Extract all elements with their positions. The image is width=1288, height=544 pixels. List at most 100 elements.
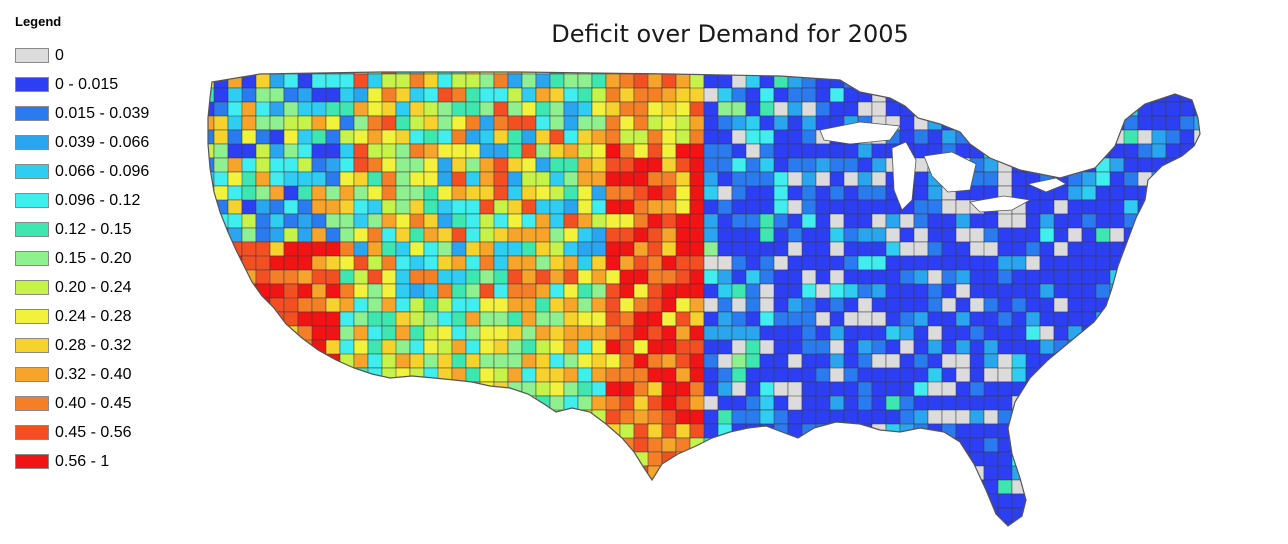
county-cell[interactable] [213, 465, 229, 481]
county-cell[interactable] [297, 367, 327, 383]
county-cell[interactable] [955, 507, 971, 523]
county-cell[interactable] [1236, 480, 1250, 494]
county-cell[interactable] [619, 409, 635, 425]
county-cell[interactable] [1151, 311, 1181, 327]
county-cell[interactable] [1123, 73, 1153, 103]
county-cell[interactable] [213, 353, 229, 369]
county-cell[interactable] [1137, 479, 1153, 495]
county-cell[interactable] [591, 60, 607, 75]
county-cell[interactable] [1109, 339, 1125, 355]
county-cell[interactable] [619, 297, 635, 313]
county-cell[interactable] [983, 129, 1013, 145]
county-cell[interactable] [815, 297, 831, 313]
county-cell[interactable] [381, 73, 397, 89]
county-cell[interactable] [829, 493, 845, 509]
county-cell[interactable] [1250, 144, 1278, 158]
county-cell[interactable] [563, 381, 579, 397]
county-cell[interactable] [1137, 339, 1153, 355]
county-cell[interactable] [1039, 255, 1055, 271]
county-cell[interactable] [297, 493, 313, 509]
county-cell[interactable] [773, 157, 789, 173]
county-cell[interactable] [1039, 60, 1055, 75]
county-cell[interactable] [325, 437, 341, 453]
county-cell[interactable] [899, 507, 929, 523]
county-cell[interactable] [1250, 340, 1264, 354]
county-cell[interactable] [927, 479, 943, 495]
county-cell[interactable] [423, 353, 439, 369]
county-cell[interactable] [1193, 437, 1208, 453]
county-cell[interactable] [759, 227, 775, 243]
county-cell[interactable] [563, 325, 579, 341]
county-cell[interactable] [1067, 101, 1083, 131]
county-cell[interactable] [381, 115, 397, 131]
county-cell[interactable] [606, 536, 620, 540]
county-cell[interactable] [1151, 73, 1181, 89]
county-cell[interactable] [255, 507, 285, 523]
county-cell[interactable] [619, 227, 635, 243]
county-cell[interactable] [1137, 325, 1153, 355]
county-cell[interactable] [633, 87, 649, 103]
county-cell[interactable] [619, 521, 635, 540]
county-cell[interactable] [1222, 102, 1236, 116]
county-cell[interactable] [437, 437, 467, 453]
county-cell[interactable] [1137, 521, 1167, 536]
county-cell[interactable] [885, 227, 901, 243]
county-cell[interactable] [451, 493, 467, 509]
county-cell[interactable] [479, 311, 495, 327]
county-cell[interactable] [605, 157, 621, 173]
county-cell[interactable] [241, 171, 257, 187]
county-cell[interactable] [843, 367, 859, 383]
county-cell[interactable] [1278, 438, 1280, 452]
county-cell[interactable] [857, 143, 873, 159]
county-cell[interactable] [437, 311, 453, 327]
county-cell[interactable] [395, 395, 411, 411]
county-cell[interactable] [1067, 465, 1097, 481]
county-cell[interactable] [1053, 521, 1069, 540]
county-cell[interactable] [227, 381, 257, 397]
county-cell[interactable] [1193, 185, 1208, 201]
county-cell[interactable] [521, 283, 537, 299]
county-cell[interactable] [284, 536, 298, 540]
county-cell[interactable] [605, 437, 621, 453]
county-cell[interactable] [1193, 367, 1208, 383]
county-cell[interactable] [227, 297, 257, 313]
county-cell[interactable] [577, 493, 607, 509]
county-cell[interactable] [605, 241, 621, 257]
county-cell[interactable] [577, 171, 593, 187]
county-cell[interactable] [1222, 368, 1236, 382]
county-cell[interactable] [339, 465, 355, 495]
county-cell[interactable] [409, 367, 425, 383]
county-cell[interactable] [535, 185, 551, 201]
county-cell[interactable] [563, 339, 579, 355]
county-cell[interactable] [1193, 395, 1208, 411]
county-cell[interactable] [941, 255, 957, 271]
county-cell[interactable] [410, 536, 424, 540]
county-cell[interactable] [941, 213, 957, 229]
county-cell[interactable] [1151, 521, 1167, 536]
county-cell[interactable] [1039, 241, 1055, 257]
county-cell[interactable] [1081, 87, 1097, 103]
county-cell[interactable] [885, 395, 901, 411]
county-cell[interactable] [759, 479, 775, 495]
county-cell[interactable] [829, 311, 845, 327]
county-cell[interactable] [507, 451, 523, 467]
county-cell[interactable] [717, 325, 733, 341]
county-cell[interactable] [745, 423, 761, 439]
county-cell[interactable] [1165, 115, 1181, 131]
county-cell[interactable] [983, 339, 999, 355]
county-cell[interactable] [1208, 60, 1222, 88]
county-cell[interactable] [1053, 353, 1069, 369]
county-cell[interactable] [395, 409, 411, 425]
county-cell[interactable] [843, 73, 873, 89]
county-cell[interactable] [549, 129, 565, 145]
county-cell[interactable] [1179, 129, 1195, 145]
county-cell[interactable] [1208, 424, 1222, 452]
county-cell[interactable] [661, 199, 677, 215]
county-cell[interactable] [227, 115, 243, 131]
county-cell[interactable] [577, 199, 593, 215]
county-cell[interactable] [297, 507, 313, 536]
county-cell[interactable] [955, 87, 971, 103]
county-cell[interactable] [871, 227, 887, 243]
county-cell[interactable] [577, 325, 593, 341]
county-cell[interactable] [1081, 479, 1097, 495]
